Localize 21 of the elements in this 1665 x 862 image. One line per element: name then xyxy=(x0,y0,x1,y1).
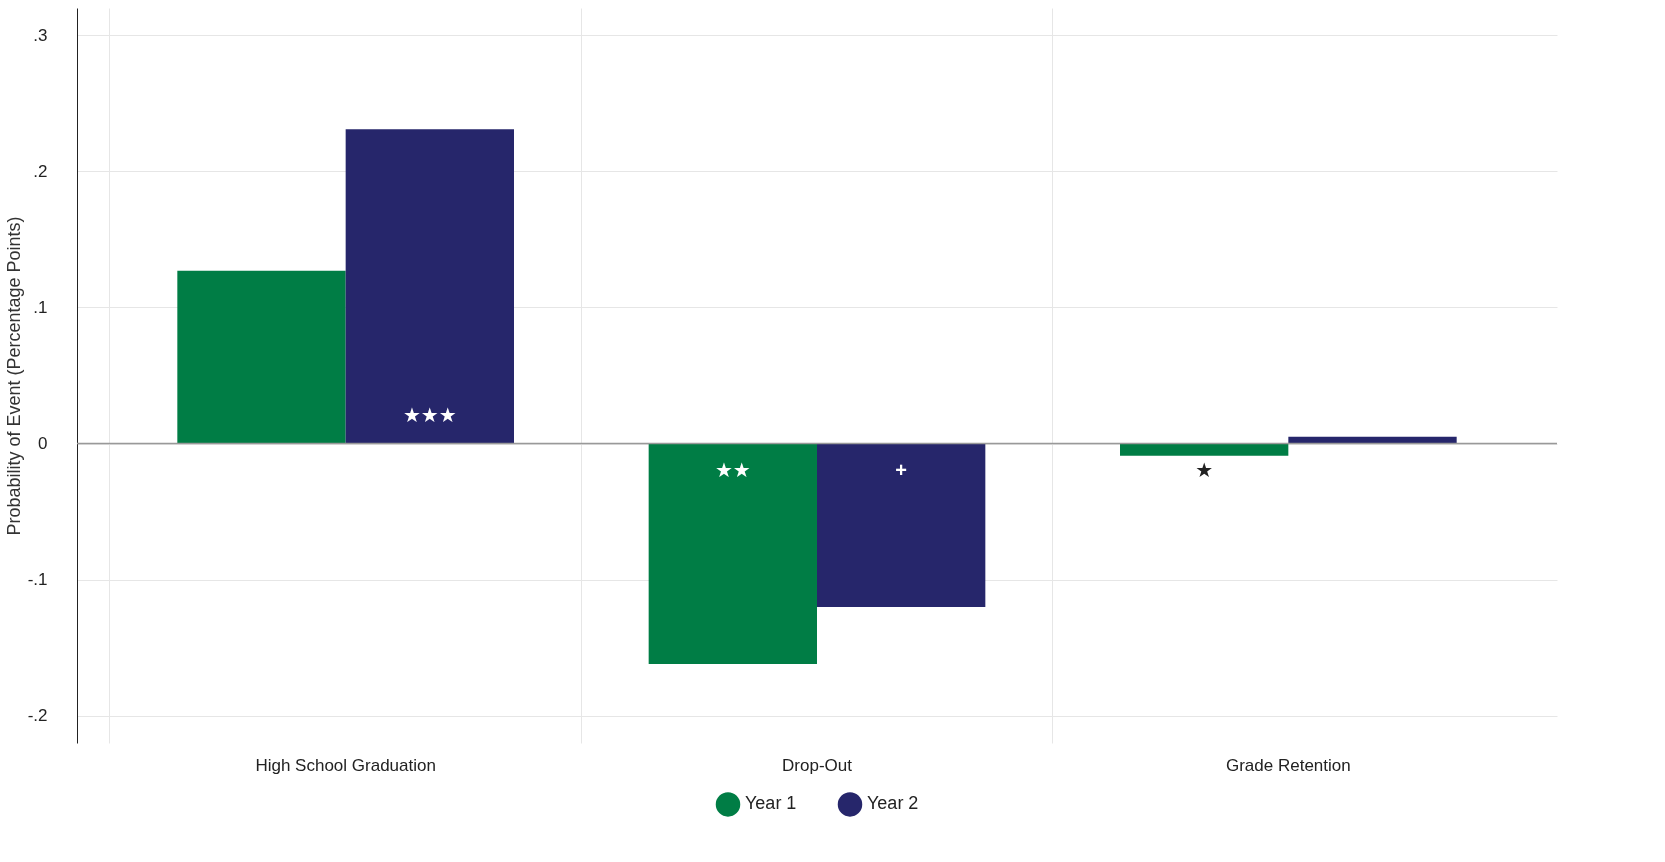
y-tick-label: 0 xyxy=(38,434,48,454)
data-label: ★★★ xyxy=(402,404,457,427)
x-tick-label: Drop-Out xyxy=(782,755,853,775)
legend-label: Year 1 xyxy=(745,793,797,814)
legend-label: Year 2 xyxy=(867,793,919,814)
y-tick-label: -.1 xyxy=(27,570,48,590)
data-label: + xyxy=(895,458,908,481)
y-tick-label: .1 xyxy=(33,297,48,317)
bar xyxy=(1120,443,1289,456)
x-tick-label: Grade Retention xyxy=(1225,755,1351,775)
bar xyxy=(817,443,986,607)
y-tick-label: .2 xyxy=(33,161,48,181)
data-label: ★ xyxy=(1195,458,1214,481)
y-tick-label: .3 xyxy=(33,25,48,45)
x-tick-label: High School Graduation xyxy=(255,755,436,775)
bar xyxy=(648,443,817,665)
bar xyxy=(177,270,346,444)
data-label: ★★ xyxy=(714,458,751,481)
bar xyxy=(345,129,514,444)
y-tick-label: -.2 xyxy=(27,706,48,726)
y-axis-title: Probability of Event (Percentage Points) xyxy=(3,216,24,536)
